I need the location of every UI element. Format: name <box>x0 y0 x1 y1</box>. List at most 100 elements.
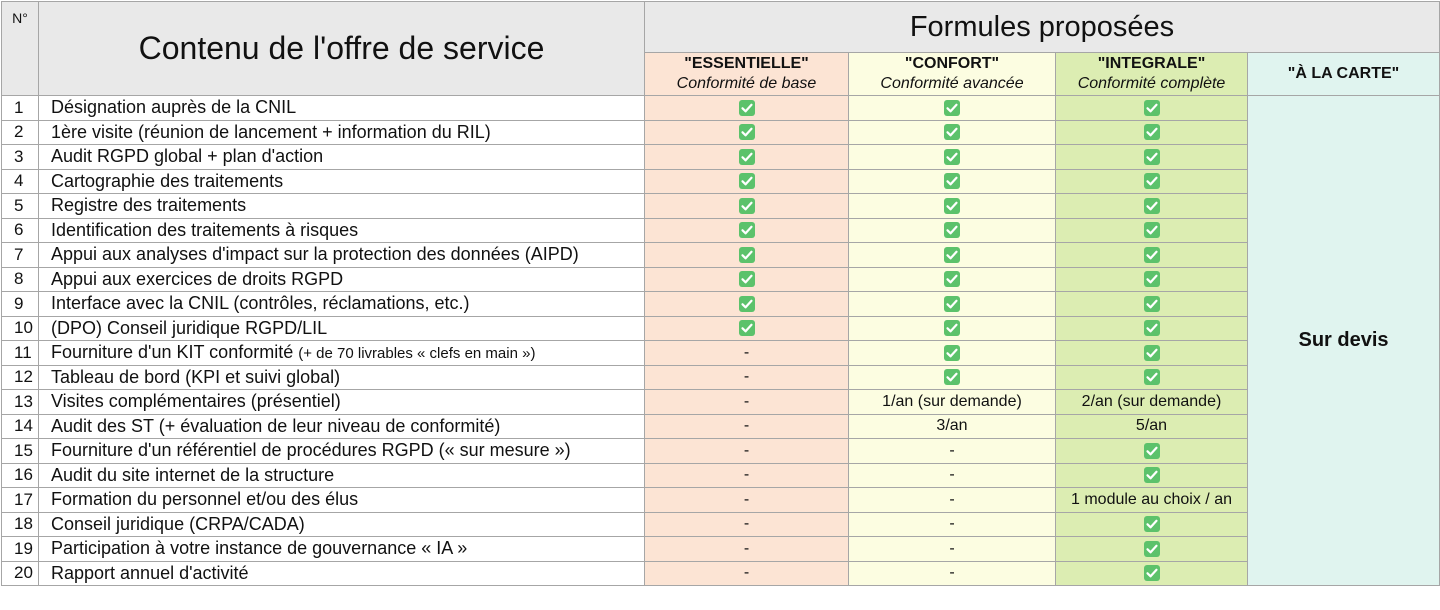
row-number: 12 <box>1 364 39 390</box>
plan-cell <box>848 340 1056 366</box>
plan-cell <box>848 364 1056 390</box>
content-text: Formation du personnel et/ou des élus <box>51 489 359 510</box>
plan-cell <box>1055 168 1248 194</box>
check-icon <box>1143 246 1160 263</box>
formulas-header: Formules proposées <box>643 1 1440 53</box>
plan-cell: - <box>644 340 849 366</box>
plan-cell <box>848 193 1056 219</box>
row-number: 19 <box>1 536 39 562</box>
plan-subtitle: Conformité de base <box>676 75 817 92</box>
check-icon <box>1143 467 1160 484</box>
plan-subtitle: Conformité avancée <box>880 75 1024 92</box>
table-row: 9 Interface avec la CNIL (contrôles, récl… <box>1 291 1440 317</box>
table-row: 1 Désignation auprès de la CNIL Sur devis <box>1 95 1440 586</box>
content-text: Visites complémentaires (présentiel) <box>51 391 341 412</box>
plan-cell <box>1055 340 1248 366</box>
plan-cell <box>1055 193 1248 219</box>
content-text: Interface avec la CNIL (contrôles, récla… <box>51 293 470 314</box>
carte-cell: Sur devis <box>1246 95 1440 586</box>
plan-cell <box>1055 266 1248 292</box>
header-row: N° Contenu de l'offre de service Formule… <box>1 1 1440 96</box>
plan-cell: 1 module au choix / an <box>1055 487 1248 513</box>
check-icon <box>738 197 755 214</box>
number-header: N° <box>1 1 39 96</box>
table-row: 20 Rapport annuel d'activité - - <box>1 560 1440 586</box>
plan-cell <box>848 242 1056 268</box>
plan-cell: 3/an <box>848 413 1056 439</box>
plan-cell <box>644 119 849 145</box>
plan-cell <box>848 168 1056 194</box>
table-row: 13 Visites complémentaires (présentiel) -1… <box>1 389 1440 415</box>
plan-cell <box>1055 119 1248 145</box>
check-icon <box>738 246 755 263</box>
check-icon <box>1143 320 1160 337</box>
content-text: Appui aux exercices de droits RGPD <box>51 268 344 289</box>
plan-cell <box>1055 560 1248 586</box>
check-icon <box>1143 222 1160 239</box>
row-content: Cartographie des traitements <box>38 168 645 194</box>
plan-cell: - <box>848 560 1056 586</box>
plan-cell <box>1055 291 1248 317</box>
plan-cell <box>848 144 1056 170</box>
check-icon <box>738 320 755 337</box>
check-icon <box>1143 197 1160 214</box>
row-content: Rapport annuel d'activité <box>38 560 645 586</box>
plan-cell <box>848 119 1056 145</box>
content-text: Fourniture d'un référentiel de procédure… <box>51 440 571 461</box>
check-icon <box>1143 271 1160 288</box>
check-icon <box>944 124 960 141</box>
row-content: Désignation auprès de la CNIL <box>38 95 645 121</box>
plan-cell <box>1055 536 1248 562</box>
plan-cell: - <box>644 438 849 464</box>
plan-cell: - <box>848 462 1056 488</box>
table-row: 2 1ère visite (réunion de lancement + inf… <box>1 119 1440 145</box>
check-icon <box>1143 565 1160 582</box>
check-icon <box>944 222 960 239</box>
table-row: 12 Tableau de bord (KPI et suivi global) - <box>1 364 1440 390</box>
plan-cell <box>644 193 849 219</box>
plan-cell <box>644 242 849 268</box>
check-icon <box>944 271 960 288</box>
check-icon <box>1143 369 1160 386</box>
table-row: 10 (DPO) Conseil juridique RGPD/LIL <box>1 315 1440 341</box>
row-content: Audit du site internet de la structure <box>38 462 645 488</box>
content-text: Identification des traitements à risques <box>51 219 359 240</box>
table-row: 7 Appui aux analyses d'impact sur la prot… <box>1 242 1440 268</box>
plan-cell <box>1055 315 1248 341</box>
plan-cell <box>1055 144 1248 170</box>
plan-header: "ESSENTIELLE" Conformité de base <box>644 52 849 96</box>
row-content: Appui aux exercices de droits RGPD <box>38 266 645 292</box>
row-content: Registre des traitements <box>38 193 645 219</box>
plan-cell: - <box>644 364 849 390</box>
row-content: Fourniture d'un référentiel de procédure… <box>38 438 645 464</box>
content-note: (+ de 70 livrables « clefs en main ») <box>298 345 536 363</box>
content-text: Audit RGPD global + plan d'action <box>51 146 324 167</box>
row-content: Visites complémentaires (présentiel) <box>38 389 645 415</box>
check-icon <box>738 124 755 141</box>
row-number: 16 <box>1 462 39 488</box>
content-text: Registre des traitements <box>51 195 247 216</box>
plan-cell <box>848 291 1056 317</box>
row-content: 1ère visite (réunion de lancement + info… <box>38 119 645 145</box>
row-number: 11 <box>1 340 39 366</box>
plan-cell: - <box>848 511 1056 537</box>
row-number: 7 <box>1 242 39 268</box>
check-icon <box>738 222 755 239</box>
check-icon <box>738 148 755 165</box>
plan-cell: 5/an <box>1055 413 1248 439</box>
row-content: Audit des ST (+ évaluation de leur nivea… <box>38 413 645 439</box>
plan-cell <box>1055 364 1248 390</box>
plan-cell <box>1055 462 1248 488</box>
plan-cell <box>848 217 1056 243</box>
plan-cell: - <box>644 462 849 488</box>
row-content: Formation du personnel et/ou des élus <box>38 487 645 513</box>
plan-cell <box>1055 242 1248 268</box>
plan-cell <box>644 144 849 170</box>
table-header: N° Contenu de l'offre de service Formule… <box>1 1 1440 96</box>
row-number: 20 <box>1 560 39 586</box>
row-content: Fourniture d'un KIT conformité (+ de 70 … <box>38 340 645 366</box>
row-number: 5 <box>1 193 39 219</box>
check-icon <box>1143 442 1160 459</box>
row-number: 1 <box>1 95 39 121</box>
check-icon <box>738 173 755 190</box>
